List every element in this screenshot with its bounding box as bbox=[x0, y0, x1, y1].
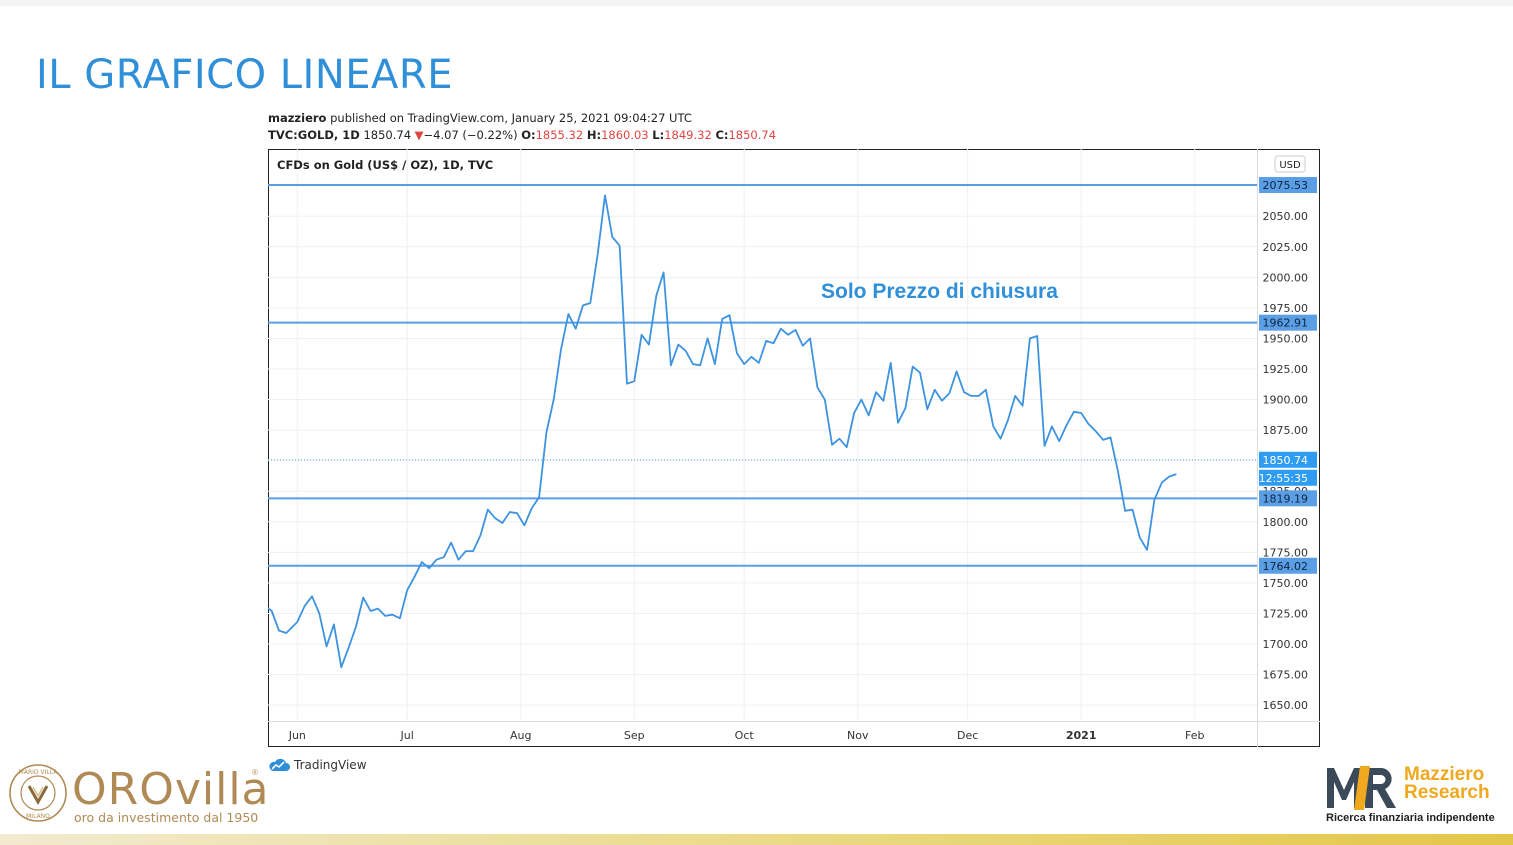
last-price-bg bbox=[1259, 451, 1317, 468]
price-change: −4.07 (−0.22%) bbox=[423, 128, 518, 142]
x-tick-label: Sep bbox=[624, 729, 645, 742]
publish-text: published on TradingView.com, January 25… bbox=[326, 111, 692, 125]
x-tick-label: Oct bbox=[735, 729, 755, 742]
cloud-icon bbox=[269, 758, 290, 771]
down-arrow-icon: ▼ bbox=[414, 128, 424, 142]
slide-title: IL GRAFICO LINEARE bbox=[36, 52, 453, 98]
bottom-gold-bar bbox=[0, 834, 1513, 845]
y-tick-label: 1950.00 bbox=[1263, 332, 1309, 345]
y-tick-label: 1925.00 bbox=[1263, 363, 1309, 376]
y-tick-label: 1875.00 bbox=[1263, 424, 1309, 437]
y-tick-label: 1675.00 bbox=[1263, 669, 1309, 682]
level-label-bg bbox=[1259, 314, 1317, 331]
x-tick-label: Feb bbox=[1185, 729, 1204, 742]
currency-label: USD bbox=[1279, 160, 1301, 171]
chart-annotation: Solo Prezzo di chiusura bbox=[821, 280, 1058, 303]
currency-badge-bg bbox=[1274, 155, 1306, 173]
close-label: C: bbox=[715, 128, 729, 142]
mazziero-research-logo: Mazziero Research Ricerca finanziaria in… bbox=[1324, 762, 1509, 828]
quote-line: TVC:GOLD, 1D 1850.74 ▼−4.07 (−0.22%) O:1… bbox=[268, 128, 776, 142]
svg-text:MARIO VILLA: MARIO VILLA bbox=[19, 769, 59, 776]
tradingview-logo[interactable]: TradingView bbox=[268, 758, 367, 772]
low-label: L: bbox=[652, 128, 665, 142]
svg-text:MILANO: MILANO bbox=[26, 813, 50, 820]
y-tick-label: 1700.00 bbox=[1263, 638, 1309, 651]
x-tick-label: Aug bbox=[510, 729, 531, 742]
orovilla-logo: MARIO VILLA MILANO OROvilla ® oro da inv… bbox=[8, 762, 270, 832]
chart-frame bbox=[268, 149, 1320, 747]
currency-badge: USD bbox=[1274, 155, 1306, 173]
level-label-text: 1819.19 bbox=[1263, 492, 1309, 505]
level-label-text: 1962.91 bbox=[1263, 317, 1309, 330]
y-tick-label: 2050.00 bbox=[1263, 210, 1309, 223]
last-price-text: 1850.74 bbox=[1263, 454, 1309, 467]
level-price-label: 1962.91 bbox=[1259, 314, 1317, 331]
y-tick-label: 2025.00 bbox=[1263, 241, 1309, 254]
countdown-bg bbox=[1259, 469, 1317, 486]
level-label-bg bbox=[1259, 557, 1317, 574]
x-tick-label: 2021 bbox=[1066, 729, 1097, 742]
y-tick-label: 1975.00 bbox=[1263, 302, 1309, 315]
y-tick-label: 1725.00 bbox=[1263, 607, 1309, 620]
x-tick-label: Jun bbox=[288, 729, 306, 742]
symbol-label: TVC:GOLD, 1D bbox=[268, 128, 360, 142]
countdown-text: 12:55:35 bbox=[1259, 472, 1308, 485]
y-tick-label: 1750.00 bbox=[1263, 577, 1309, 590]
level-price-label: 1764.02 bbox=[1259, 557, 1317, 574]
high-label: H: bbox=[586, 128, 602, 142]
level-label-bg bbox=[1259, 177, 1317, 194]
level-price-label: 2075.53 bbox=[1259, 177, 1317, 194]
orovilla-name: OROvilla bbox=[72, 764, 270, 815]
level-price-label: 1819.19 bbox=[1259, 490, 1317, 507]
open-value: 1855.32 bbox=[535, 128, 584, 142]
top-border bbox=[0, 0, 1513, 6]
last-price-label: 1850.74 12:55:35 bbox=[1259, 451, 1317, 486]
x-tick-label: Dec bbox=[957, 729, 978, 742]
y-tick-label: 1650.00 bbox=[1263, 699, 1309, 712]
low-value: 1849.32 bbox=[664, 128, 712, 142]
mazziero-tagline: Ricerca finanziaria indipendente bbox=[1326, 812, 1495, 824]
orovilla-tagline: oro da investimento dal 1950 bbox=[74, 810, 259, 825]
mazziero-line2: Research bbox=[1404, 782, 1490, 803]
mr-logo-icon bbox=[1327, 766, 1396, 810]
publish-info: mazziero published on TradingView.com, J… bbox=[268, 111, 692, 125]
mazziero-name: Mazziero Research bbox=[1404, 764, 1490, 803]
publisher-name[interactable]: mazziero bbox=[268, 111, 327, 125]
registered-mark: ® bbox=[252, 768, 258, 777]
last-price: 1850.74 bbox=[363, 128, 412, 142]
y-tick-label: 1900.00 bbox=[1263, 394, 1309, 407]
y-tick-label: 2000.00 bbox=[1263, 271, 1309, 284]
close-value: 1850.74 bbox=[728, 128, 777, 142]
open-label: O: bbox=[521, 128, 536, 142]
level-label-text: 2075.53 bbox=[1263, 179, 1309, 192]
level-label-bg bbox=[1259, 490, 1317, 507]
price-series-line bbox=[268, 194, 1177, 669]
level-label-text: 1764.02 bbox=[1263, 560, 1309, 573]
high-value: 1860.03 bbox=[601, 128, 649, 142]
y-tick-label: 1775.00 bbox=[1263, 546, 1309, 559]
x-tick-label: Nov bbox=[847, 729, 869, 742]
tradingview-label: TradingView bbox=[294, 758, 367, 772]
price-chart[interactable]: 1650.00 1675.00 1700.00 1725.00 1750.00 1775.… bbox=[268, 149, 1320, 747]
chart-title: CFDs on Gold (US$ / OZ), 1D, TVC bbox=[277, 158, 493, 172]
y-tick-label: 1800.00 bbox=[1263, 516, 1309, 529]
mazziero-line1: Mazziero bbox=[1404, 764, 1485, 785]
mario-villa-seal-icon: MARIO VILLA MILANO bbox=[9, 764, 67, 822]
x-tick-label: Jul bbox=[400, 729, 414, 742]
